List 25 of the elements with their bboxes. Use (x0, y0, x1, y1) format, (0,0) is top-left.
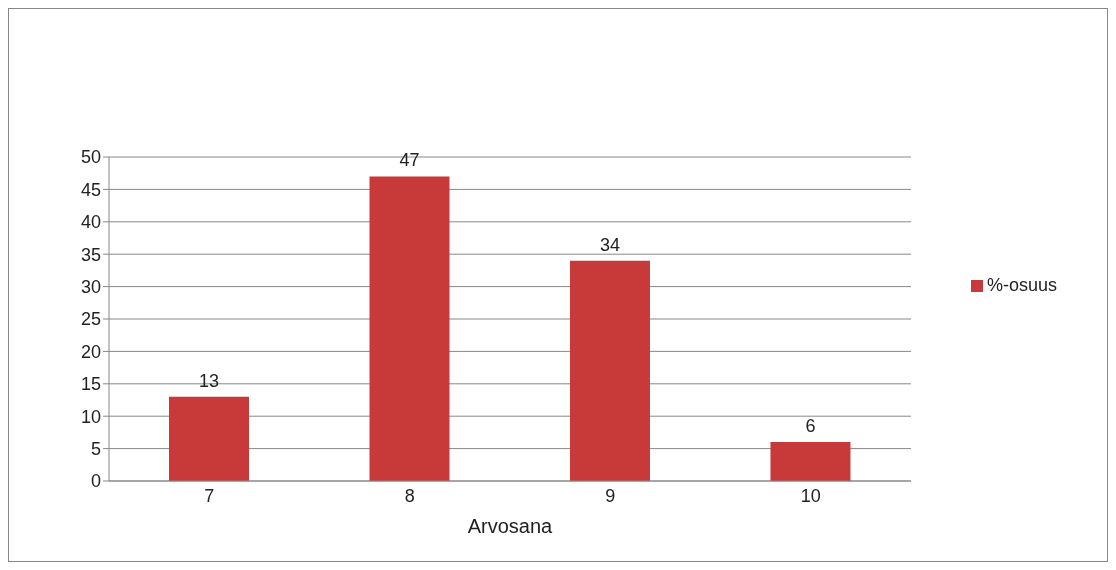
y-tick-label: 35 (80, 244, 101, 265)
x-tick-label: 7 (204, 485, 215, 506)
y-tick-label: 40 (80, 212, 101, 233)
y-tick-label: 5 (90, 438, 101, 459)
x-axis-title: Arvosana (467, 515, 554, 537)
y-tick-label: 15 (80, 374, 101, 395)
y-tick-label: 25 (80, 309, 101, 330)
y-tick-label: 45 (80, 179, 101, 200)
x-tick-label: 10 (800, 485, 821, 506)
data-label: 34 (599, 234, 620, 255)
x-tick-label: 9 (605, 485, 616, 506)
bar (369, 176, 450, 481)
y-tick-label: 50 (80, 147, 101, 168)
bar (569, 260, 650, 481)
x-tick-label: 8 (404, 485, 415, 506)
y-tick-label: 20 (80, 341, 101, 362)
bar (770, 442, 851, 481)
bar (169, 396, 249, 481)
data-label: 13 (198, 370, 220, 391)
y-tick-label: 30 (80, 276, 101, 297)
y-tick-label: 0 (90, 471, 101, 492)
data-label: 47 (399, 150, 420, 171)
legend-label: %-osuus (986, 274, 1057, 295)
y-tick-label: 10 (80, 406, 101, 427)
data-label: 6 (805, 416, 816, 437)
